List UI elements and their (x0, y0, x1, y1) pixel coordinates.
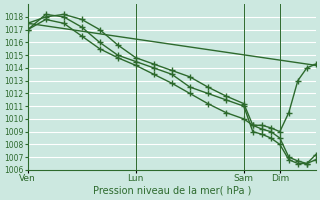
X-axis label: Pression niveau de la mer( hPa ): Pression niveau de la mer( hPa ) (92, 186, 251, 196)
